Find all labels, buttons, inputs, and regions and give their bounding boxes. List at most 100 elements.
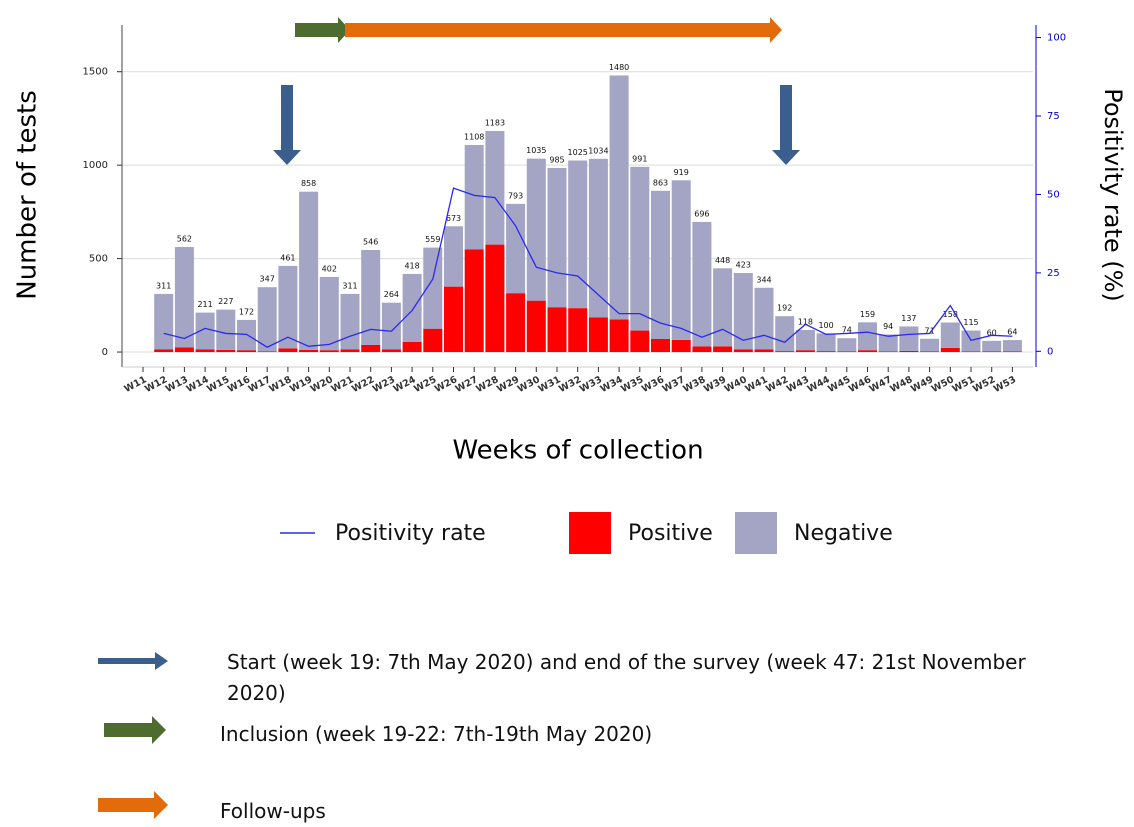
bar-segment	[630, 166, 650, 331]
total-label: 423	[736, 260, 751, 269]
bar-segment	[733, 349, 753, 353]
bar-segment	[940, 347, 960, 353]
total-label: 64	[1007, 328, 1017, 337]
total-label: 115	[963, 318, 978, 327]
bar-segment	[174, 347, 194, 353]
bar-segment	[381, 349, 401, 353]
total-label: 227	[218, 297, 233, 306]
total-label: 172	[239, 307, 254, 316]
total-label: 1025	[568, 148, 588, 157]
bar-segment	[195, 349, 215, 353]
total-label: 192	[777, 304, 792, 313]
note: Inclusion (week 19-22: 7th-19th May 2020…	[220, 722, 653, 746]
bar-segment	[154, 349, 174, 353]
bar-segment	[795, 329, 815, 351]
total-label: 137	[901, 314, 916, 323]
bar-segment	[858, 350, 877, 353]
total-label: 1108	[464, 132, 484, 141]
bar-segment	[733, 272, 753, 350]
end-arrow	[772, 85, 800, 165]
y2-tick-label: 50	[1047, 189, 1060, 200]
bar-segment	[588, 317, 608, 353]
y2-tick-label: 0	[1047, 346, 1053, 357]
total-label: 74	[842, 326, 852, 335]
bar-segment	[464, 249, 484, 353]
legend-label: Positive	[628, 521, 713, 546]
y-tick-label: 1000	[83, 160, 108, 171]
bar-segment	[671, 180, 691, 340]
key-arrow	[98, 791, 168, 819]
y2-axis-title: Positivity rate (%)	[1099, 88, 1127, 302]
y2-tick-label: 75	[1047, 111, 1060, 122]
bar-segment	[568, 308, 588, 353]
legend-label: Negative	[794, 521, 893, 546]
bar-segment	[485, 130, 505, 245]
y2-tick-label: 100	[1047, 33, 1066, 44]
rate-line	[163, 187, 1013, 348]
bar-segment	[174, 247, 194, 348]
total-label: 211	[197, 300, 212, 309]
total-label: 1183	[485, 118, 505, 127]
bar-segment	[257, 351, 277, 353]
total-label: 991	[632, 154, 647, 163]
bar-segment	[464, 144, 484, 250]
total-label: 1480	[609, 63, 629, 72]
bar-segment	[568, 160, 588, 309]
legend-swatch	[569, 512, 611, 554]
total-label: 546	[363, 238, 378, 247]
follow-up-arrow	[345, 17, 782, 43]
total-label: 347	[260, 275, 275, 284]
bar-segment	[381, 302, 401, 350]
bar-segment	[899, 326, 919, 351]
bar-segment	[692, 346, 712, 353]
bar-segment	[878, 334, 898, 352]
bar-segment	[485, 244, 505, 353]
x-tick-label: W53	[992, 374, 1018, 395]
bar-segment	[547, 167, 567, 308]
bar-segment	[837, 351, 857, 353]
bar-segment	[816, 333, 836, 352]
total-label: 559	[425, 235, 440, 244]
bar-segment	[257, 287, 277, 352]
bar-segment	[795, 350, 815, 353]
bar-segment	[506, 293, 526, 353]
bar-segment	[278, 265, 298, 349]
total-label: 418	[404, 261, 419, 270]
bar-segment	[444, 286, 463, 353]
inclusion-arrow	[295, 17, 350, 43]
bar-segment	[299, 191, 319, 350]
total-label: 94	[883, 322, 893, 331]
bar-segment	[547, 307, 567, 353]
legend-label: Positivity rate	[335, 521, 486, 546]
bar-segment	[299, 349, 319, 353]
bar-segment	[340, 349, 360, 353]
bar-segment	[775, 351, 795, 353]
bar-segment	[216, 349, 236, 353]
bar-segment	[982, 351, 1002, 353]
total-label: 863	[653, 178, 668, 187]
bar-segment	[671, 339, 691, 353]
key-arrow	[104, 716, 166, 744]
bar-segment	[278, 348, 298, 353]
total-label: 461	[280, 253, 295, 262]
bar-segment	[506, 203, 526, 294]
bar-segment	[444, 226, 463, 287]
bar-segment	[588, 158, 608, 318]
key-arrow	[98, 652, 168, 670]
bar-segment	[754, 287, 774, 350]
y-tick-label: 500	[89, 254, 108, 265]
bar-segment	[713, 346, 733, 353]
total-label: 311	[342, 281, 357, 290]
bar-segment	[526, 300, 546, 353]
bar-segment	[402, 273, 422, 342]
bar-segment	[754, 349, 774, 353]
start-arrow	[273, 85, 301, 165]
bar-segment	[195, 312, 215, 350]
total-label: 448	[715, 256, 730, 265]
bar-segment	[858, 322, 877, 351]
bar-segment	[237, 350, 256, 353]
y-axis-title: Number of tests	[13, 90, 43, 300]
bar-segment	[423, 328, 443, 353]
bar-segment	[692, 221, 712, 347]
bar-segment	[837, 338, 857, 352]
